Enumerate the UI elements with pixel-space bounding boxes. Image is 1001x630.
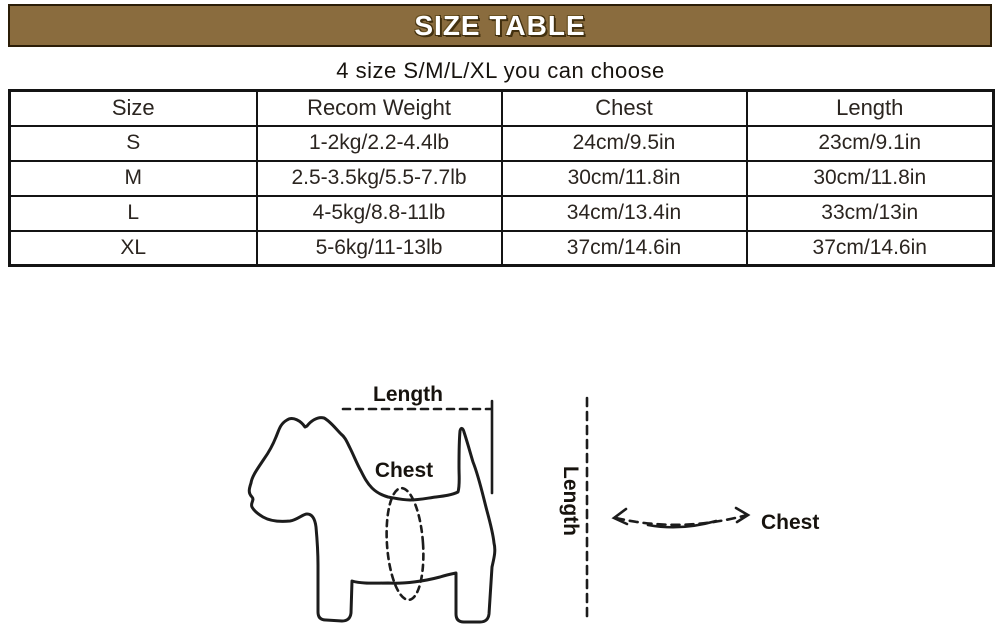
size-table: Size Recom Weight Chest Length S 1-2kg/2… — [8, 89, 995, 267]
dog-length-label: Length — [373, 383, 443, 406]
table-header-row: Size Recom Weight Chest Length — [8, 89, 995, 127]
cell-weight: 2.5-3.5kg/5.5-7.7lb — [255, 159, 503, 197]
cell-weight: 4-5kg/8.8-11lb — [255, 194, 503, 232]
cell-length: 37cm/14.6in — [745, 229, 995, 267]
cell-size: L — [8, 194, 258, 232]
cell-chest: 34cm/13.4in — [500, 194, 748, 232]
cell-length: 33cm/13in — [745, 194, 995, 232]
table-row-m: M 2.5-3.5kg/5.5-7.7lb 30cm/11.8in 30cm/1… — [8, 159, 995, 197]
chest-arc — [614, 513, 749, 527]
dog-chest-label: Chest — [375, 459, 433, 482]
subtitle: 4 size S/M/L/XL you can choose — [336, 58, 665, 83]
chest-arc-left-arrowhead — [611, 507, 629, 526]
col-header-chest: Chest — [500, 89, 748, 127]
cell-chest: 30cm/11.8in — [500, 159, 748, 197]
col-header-size: Size — [8, 89, 258, 127]
cell-weight: 1-2kg/2.2-4.4lb — [255, 124, 503, 162]
col-header-weight: Recom Weight — [255, 89, 503, 127]
chest-arc-solid-mid — [646, 519, 718, 529]
cell-weight: 5-6kg/11-13lb — [255, 229, 503, 267]
side-length-label: Length — [559, 466, 582, 536]
cell-size: XL — [8, 229, 258, 267]
col-header-length: Length — [745, 89, 995, 127]
table-row-l: L 4-5kg/8.8-11lb 34cm/13.4in 33cm/13in — [8, 194, 995, 232]
side-chest-label: Chest — [761, 511, 819, 534]
dog-outline-illustration — [247, 416, 497, 624]
cell-length: 30cm/11.8in — [745, 159, 995, 197]
cell-size: S — [8, 124, 258, 162]
table-row-xl: XL 5-6kg/11-13lb 37cm/14.6in 37cm/14.6in — [8, 229, 995, 267]
cell-chest: 37cm/14.6in — [500, 229, 748, 267]
title-banner: SIZE TABLE — [8, 4, 992, 47]
cell-size: M — [8, 159, 258, 197]
table-row-s: S 1-2kg/2.2-4.4lb 24cm/9.5in 23cm/9.1in — [8, 124, 995, 162]
chest-girth-ellipse — [385, 486, 425, 602]
cell-chest: 24cm/9.5in — [500, 124, 748, 162]
cell-length: 23cm/9.1in — [745, 124, 995, 162]
page-title: SIZE TABLE — [414, 9, 586, 41]
chest-arc-right-arrowhead — [734, 506, 751, 524]
